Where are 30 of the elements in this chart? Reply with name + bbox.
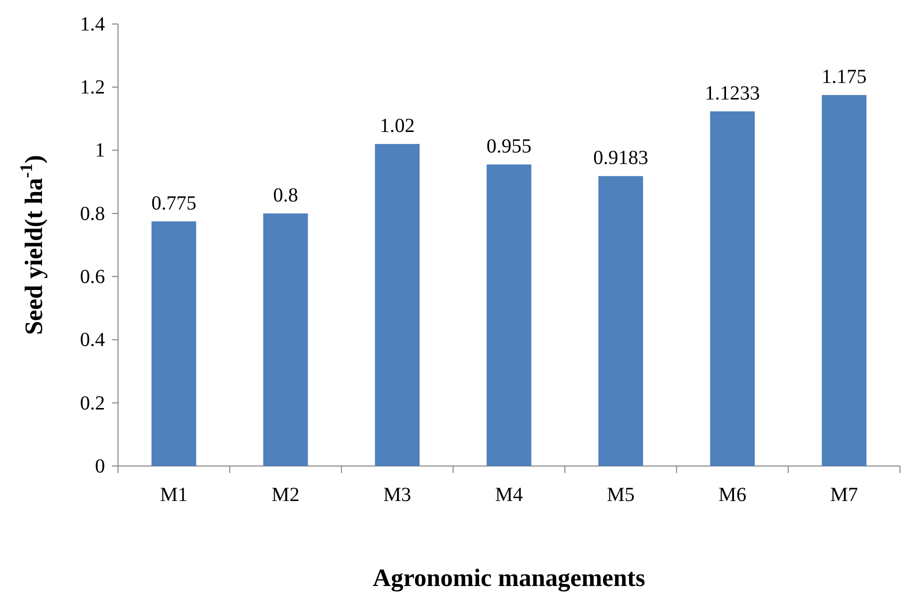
y-tick-label: 0	[95, 455, 105, 478]
x-tick-label: M7	[830, 484, 858, 506]
y-tick-label: 0.8	[80, 202, 105, 225]
bar	[710, 111, 755, 466]
bar	[486, 164, 532, 466]
y-tick-label: 0.6	[80, 266, 105, 288]
bar	[263, 213, 308, 466]
x-tick-label: M5	[606, 484, 635, 506]
data-label: 1.02	[380, 114, 415, 137]
data-label: 1.1233	[704, 82, 760, 104]
y-tick-label: 1.2	[80, 76, 105, 99]
x-tick-label: M4	[495, 484, 523, 506]
bar	[374, 144, 420, 466]
data-label: 0.775	[151, 192, 196, 214]
y-tick-label: 0.4	[80, 329, 105, 352]
bar	[152, 221, 196, 466]
bar	[598, 176, 644, 466]
y-tick-label: 0.2	[80, 392, 105, 414]
data-label: 0.955	[486, 135, 532, 158]
bar	[822, 95, 866, 466]
data-label: 0.9183	[593, 147, 648, 170]
x-axis-title: Agronomic managements	[372, 565, 646, 592]
y-tick-label: 1	[95, 140, 105, 162]
x-tick-label: M2	[272, 484, 300, 506]
data-label: 0.8	[273, 184, 298, 206]
x-tick-label: M6	[718, 484, 746, 506]
y-tick-label: 1.4	[80, 13, 105, 36]
data-label: 1.175	[822, 66, 867, 88]
x-tick-label: M1	[160, 484, 188, 506]
x-tick-label: M3	[383, 484, 412, 506]
